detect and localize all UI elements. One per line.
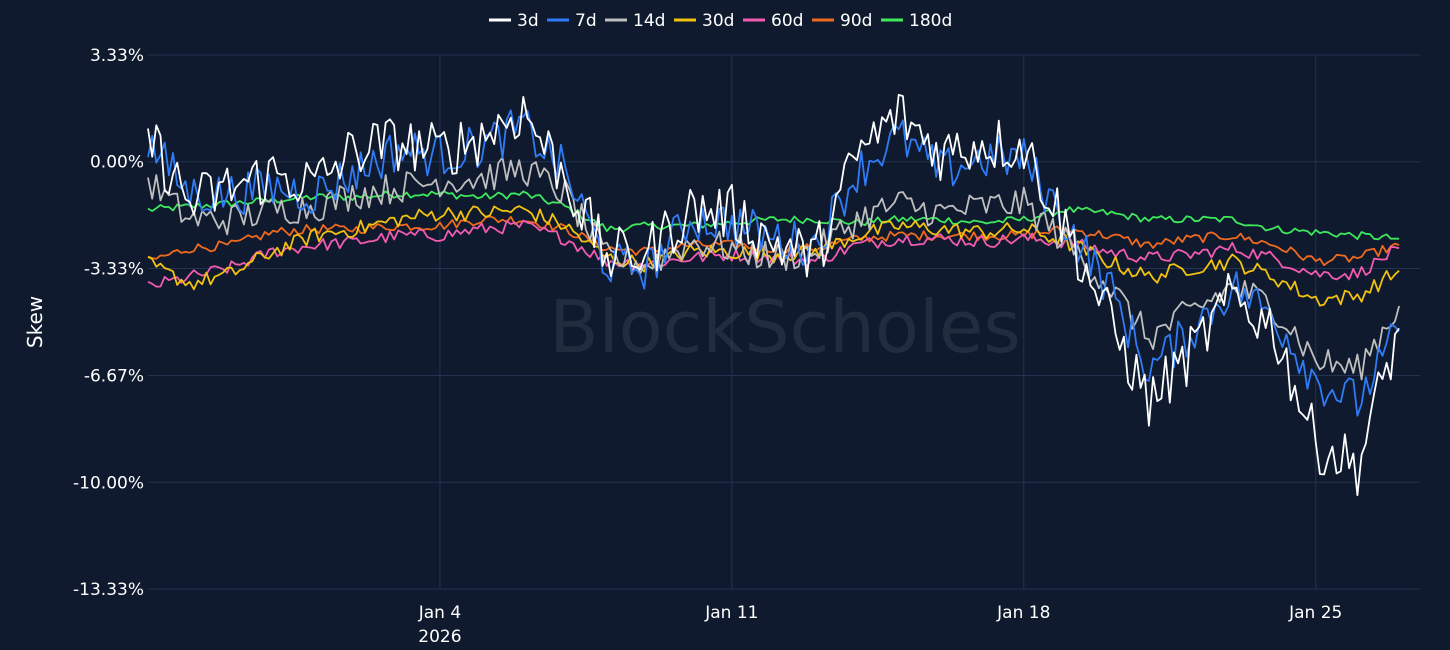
watermark-text: BlockScholes (549, 285, 1021, 369)
legend-label-90d: 90d (840, 11, 872, 31)
legend-label-3d: 3d (517, 11, 539, 31)
x-tick-label: Jan 25 (1288, 603, 1342, 623)
y-tick-label: -6.67% (84, 367, 144, 387)
y-tick-label: 0.00% (90, 153, 144, 173)
legend-label-30d: 30d (702, 11, 734, 31)
series-line-14d (147, 156, 1400, 381)
y-tick-label: 3.33% (90, 46, 144, 66)
legend-label-60d: 60d (771, 11, 803, 31)
series-line-30d (147, 205, 1400, 307)
y-tick-label: -3.33% (84, 259, 144, 279)
legend-label-14d: 14d (633, 11, 665, 31)
legend-label-180d: 180d (909, 11, 952, 31)
x-tick-sublabel: 2026 (418, 627, 461, 647)
x-axis-ticks: Jan 4 2026 Jan 11 Jan 18 Jan 25 (418, 603, 1343, 647)
series-line-180d (147, 190, 1400, 241)
y-tick-label: -10.00% (73, 473, 144, 493)
legend: 3d 7d 14d 30d 60d 90d 180d (489, 11, 952, 31)
x-tick-label: Jan 4 (418, 603, 461, 623)
x-tick-label: Jan 11 (704, 603, 758, 623)
series-line-3d (147, 93, 1400, 497)
legend-label-7d: 7d (575, 11, 597, 31)
series-line-60d (147, 219, 1400, 288)
series-layer (147, 93, 1400, 497)
y-tick-label: -13.33% (73, 580, 144, 600)
x-tick-label: Jan 18 (996, 603, 1050, 623)
y-axis-ticks: 3.33% 0.00% -3.33% -6.67% -10.00% -13.33% (73, 46, 144, 600)
y-axis-label: Skew (23, 296, 47, 348)
